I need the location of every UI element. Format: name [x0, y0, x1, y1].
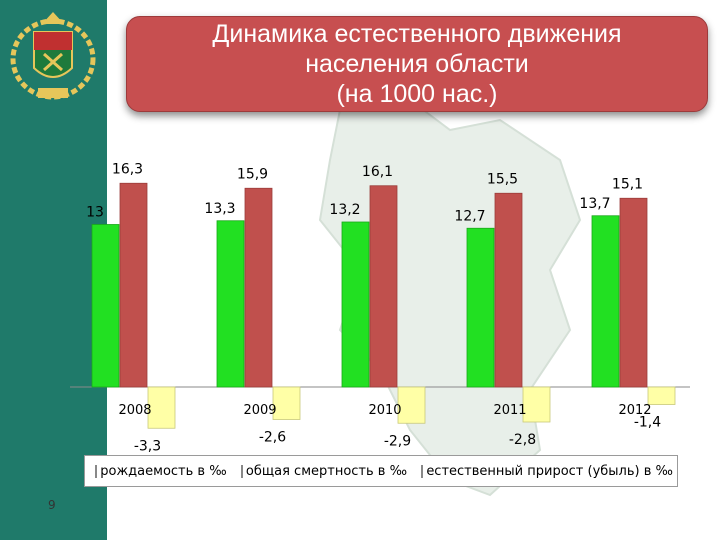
data-label: 13,2 [329, 202, 360, 218]
data-label: -3,3 [134, 438, 161, 454]
bar-births [91, 224, 120, 388]
chart-title: Динамика естественного движения населения… [127, 19, 707, 109]
data-label: -2,9 [384, 433, 411, 449]
data-label: 16,3 [112, 161, 143, 177]
data-label: 13,3 [204, 201, 235, 217]
x-tick-label: 2009 [243, 403, 276, 418]
chart-title-line: (на 1000 нас.) [336, 80, 498, 108]
bar-growth [647, 386, 676, 405]
chart-legend: рождаемость в ‰ общая смертность в ‰ ест… [84, 455, 678, 487]
bar-growth [272, 386, 301, 420]
bar-births [341, 221, 370, 388]
bar-births [591, 215, 620, 388]
x-tick-label: 2010 [368, 403, 401, 418]
bar-growth [147, 386, 176, 429]
title-box: Динамика естественного движения населения… [126, 16, 708, 112]
bar-deaths [369, 185, 398, 388]
chart-title-line: Динамика естественного движения [212, 20, 622, 48]
data-label: -2,6 [259, 430, 286, 446]
x-tick-label: 2011 [493, 403, 526, 418]
data-label: -2,8 [509, 432, 536, 448]
bar-deaths [119, 182, 148, 388]
legend-label-births: рождаемость в ‰ [100, 463, 227, 479]
data-label: 15,5 [487, 171, 518, 187]
x-tick-label: 2008 [118, 403, 151, 418]
legend-label-growth: естественный прирост (убыль) в ‰ [426, 463, 673, 479]
chart-title-line: населения области [305, 50, 529, 78]
sidebar: 9 [0, 0, 107, 540]
bar-births [216, 220, 245, 388]
legend-label-deaths: общая смертность в ‰ [245, 463, 408, 479]
legend-swatch-growth [421, 464, 424, 478]
bar-growth [397, 386, 426, 424]
data-label: 16,1 [362, 164, 393, 180]
data-label: 13 [86, 205, 104, 221]
data-label: 15,1 [612, 176, 643, 192]
data-label: -1,4 [634, 415, 661, 431]
bar-growth [522, 386, 551, 423]
coat-of-arms-icon [10, 12, 96, 100]
bar-deaths [619, 197, 648, 388]
bar-deaths [244, 187, 273, 388]
page-number: 9 [48, 498, 56, 512]
x-tick-label: 2012 [618, 403, 651, 418]
data-label: 12,7 [454, 208, 485, 224]
data-label: 15,9 [237, 166, 268, 182]
bar-deaths [494, 192, 523, 388]
data-label: 13,7 [579, 196, 610, 212]
legend-swatch-births [95, 464, 98, 478]
legend-swatch-deaths [240, 464, 243, 478]
bar-births [466, 227, 495, 388]
